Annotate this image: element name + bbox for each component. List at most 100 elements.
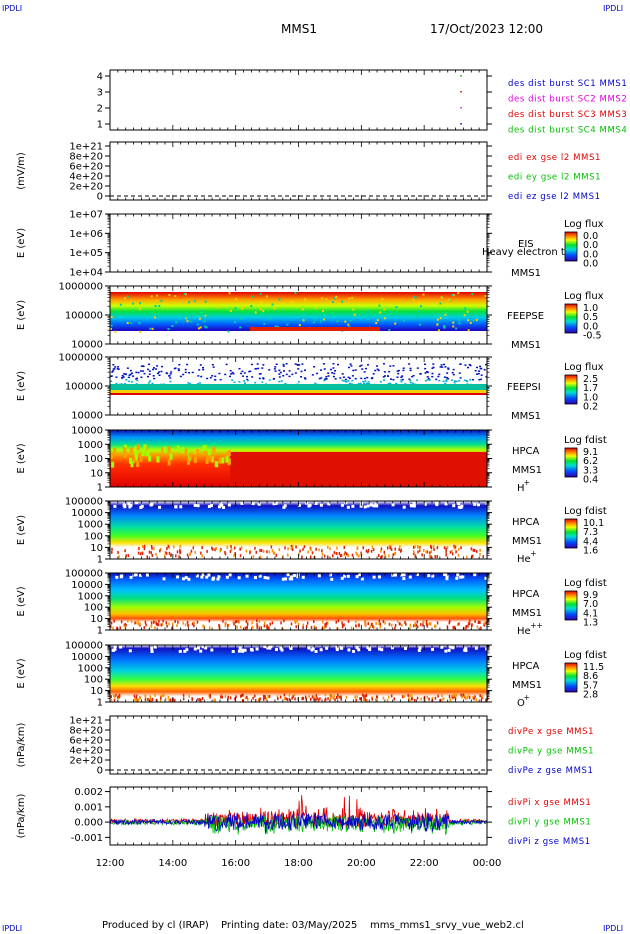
heatmap-cell	[384, 555, 387, 559]
heatmap-cell	[231, 649, 235, 653]
y-tick-label: 100000	[65, 497, 103, 508]
heatmap-cell	[196, 620, 199, 624]
heatmap-cell	[255, 550, 258, 554]
x-tick-label: 00:00	[473, 858, 502, 869]
legend-entry: divPi x gse MMS1	[508, 798, 591, 808]
heatmap-cell	[198, 369, 201, 371]
heatmap-cell	[470, 547, 473, 551]
heatmap-cell	[390, 545, 392, 549]
heatmap-cell	[249, 370, 252, 373]
heatmap-cell	[355, 624, 357, 628]
heatmap-cell	[321, 549, 323, 553]
heatmap-cell	[197, 697, 199, 701]
heatmap-cell	[262, 697, 265, 701]
heatmap-cell	[376, 319, 379, 322]
heatmap-cell	[110, 621, 113, 625]
y-tick-label: 10000	[71, 426, 103, 437]
heatmap-cell	[187, 448, 191, 455]
heatmap-cell	[224, 622, 226, 626]
heatmap-cell	[183, 292, 186, 295]
y-tick-label: 1000	[78, 663, 103, 674]
colorbar-tick: 9.1	[583, 447, 598, 458]
heatmap-cell	[214, 378, 217, 381]
heatmap-cell	[193, 647, 197, 651]
heatmap-cell	[347, 380, 350, 382]
heatmap-cell	[314, 649, 318, 653]
heatmap-cell	[300, 370, 303, 373]
heatmap-cell	[124, 623, 126, 627]
heatmap-cell	[448, 621, 451, 625]
heatmap-cell	[262, 378, 265, 380]
heatmap-cell	[217, 505, 221, 509]
heatmap-cell	[123, 373, 126, 375]
heatmap-cell	[363, 696, 365, 700]
heatmap-cell	[411, 375, 414, 378]
heatmap-cell	[363, 694, 365, 698]
heatmap-cell	[320, 377, 323, 379]
heatmap-cell	[240, 307, 243, 310]
species-label: He	[517, 554, 531, 565]
burst-point	[460, 91, 462, 93]
y-tick-label: 1	[97, 555, 103, 566]
heatmap-cell	[291, 696, 293, 700]
heatmap-cell	[258, 625, 260, 629]
heatmap-cell	[316, 372, 319, 375]
heatmap-cell	[135, 698, 137, 702]
heatmap-cell	[243, 382, 246, 384]
heatmap-cell	[383, 550, 386, 554]
heatmap-cell	[188, 371, 191, 374]
heatmap-cell	[254, 694, 256, 698]
heatmap-cell	[227, 697, 229, 701]
y-tick-label: 0	[97, 766, 103, 777]
heatmap-cell	[263, 322, 266, 325]
heatmap-cell	[351, 553, 354, 557]
heatmap-cell	[152, 375, 155, 377]
colorbar-tick: 0.0	[583, 240, 598, 251]
heatmap-cell	[356, 546, 358, 550]
heatmap-cell	[119, 645, 123, 649]
heatmap-cell	[468, 696, 471, 700]
heatmap-cell	[359, 382, 362, 385]
heatmap-cell	[417, 310, 420, 313]
heatmap-cell	[395, 306, 398, 309]
heatmap-cell	[394, 322, 397, 325]
heatmap-cell	[288, 577, 292, 581]
heatmap-cell	[451, 646, 455, 650]
heatmap-cell	[414, 296, 417, 299]
heatmap-cell	[285, 363, 288, 365]
heatmap-cell	[129, 575, 133, 579]
heatmap-cell	[230, 545, 232, 549]
heatmap-cell	[133, 697, 136, 701]
heatmap-cell	[396, 370, 399, 372]
y-tick-label: 10	[90, 543, 103, 554]
y-tick-label: 1000	[78, 520, 103, 531]
heatmap-cell	[398, 547, 400, 551]
heatmap-cell	[138, 546, 140, 550]
heatmap-cell	[193, 624, 195, 628]
heatmap-cell	[455, 380, 458, 383]
heatmap-cell	[372, 504, 376, 508]
heatmap-cell	[240, 372, 243, 375]
heatmap-cell	[302, 319, 305, 322]
heatmap-cell	[444, 382, 447, 385]
heatmap-cell	[439, 317, 442, 320]
heatmap-cell	[301, 555, 303, 559]
heatmap-cell	[296, 314, 299, 317]
heatmap-cell	[226, 545, 229, 549]
heatmap-cell	[151, 546, 153, 550]
heatmap-cell	[459, 575, 463, 579]
heatmap-cell	[304, 311, 307, 314]
heatmap-cell	[376, 368, 379, 371]
heatmap-cell	[423, 695, 426, 699]
heatmap-cell	[339, 646, 343, 650]
heatmap-cell	[418, 646, 422, 650]
heatmap-cell	[297, 381, 300, 383]
heatmap-cell	[377, 369, 380, 372]
heatmap-cell	[331, 695, 333, 699]
heatmap-cell	[118, 555, 120, 559]
panel-frame	[109, 141, 488, 201]
heatmap-cell	[203, 325, 206, 328]
heatmap-cell	[114, 366, 117, 368]
heatmap-cell	[318, 548, 320, 552]
heatmap-cell	[485, 363, 488, 366]
